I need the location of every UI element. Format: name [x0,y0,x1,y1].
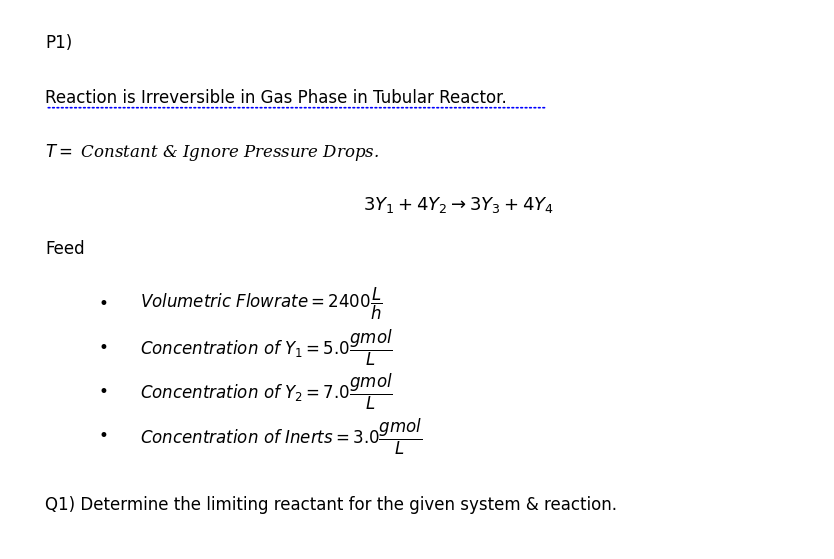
Text: $Concentration\ of\ Y_1 = 5.0\dfrac{gmol}{L}$: $Concentration\ of\ Y_1 = 5.0\dfrac{gmol… [140,328,394,368]
Text: $Concentration\ of\ Inerts = 3.0\dfrac{gmol}{L}$: $Concentration\ of\ Inerts = 3.0\dfrac{g… [140,416,423,457]
Text: Reaction is Irreversible in Gas Phase in Tubular Reactor.: Reaction is Irreversible in Gas Phase in… [45,89,507,107]
Text: $3Y_1 + 4Y_2 \rightarrow 3Y_3 + 4Y_4$: $3Y_1 + 4Y_2 \rightarrow 3Y_3 + 4Y_4$ [363,195,554,215]
Text: $T =$ Constant & Ignore Pressure Drops.: $T =$ Constant & Ignore Pressure Drops. [45,143,379,163]
Text: •: • [98,295,108,313]
Text: Q1) Determine the limiting reactant for the given system & reaction.: Q1) Determine the limiting reactant for … [45,496,617,514]
Text: $Concentration\ of\ Y_2 = 7.0\dfrac{gmol}{L}$: $Concentration\ of\ Y_2 = 7.0\dfrac{gmol… [140,372,394,413]
Text: •: • [98,428,108,446]
Text: Feed: Feed [45,240,85,258]
Text: P1): P1) [45,34,73,52]
Text: $Volumetric\ Flowrate = 2400\dfrac{L}{h}$: $Volumetric\ Flowrate = 2400\dfrac{L}{h}… [140,286,383,323]
Text: •: • [98,339,108,357]
Text: •: • [98,383,108,401]
